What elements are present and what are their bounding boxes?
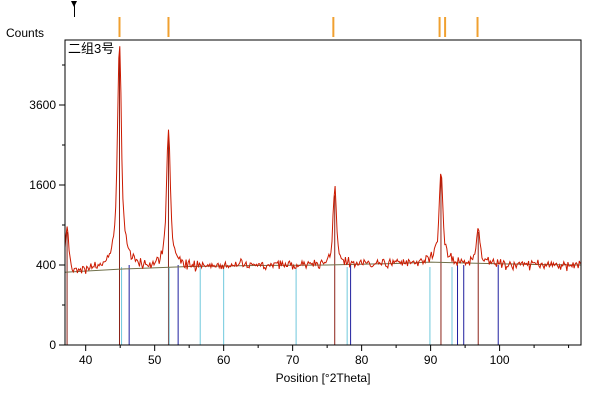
x-axis-title: Position [°2Theta] <box>275 371 371 385</box>
x-tick-label: 100 <box>490 353 510 367</box>
x-tick-label: 50 <box>148 353 162 367</box>
y-tick-label: 3600 <box>29 98 56 112</box>
y-tick-label: 0 <box>49 338 56 352</box>
scan-name-label: 二组3号 <box>67 41 118 58</box>
plot-frame <box>64 39 582 346</box>
cursor-line <box>74 1 75 17</box>
x-tick-label: 90 <box>424 353 438 367</box>
measured-trace <box>64 46 581 274</box>
y-tick-label: 400 <box>36 258 56 272</box>
x-tick-label: 60 <box>217 353 231 367</box>
x-tick-label: 40 <box>79 353 93 367</box>
x-tick-label: 80 <box>355 353 369 367</box>
y-axis-title: Counts <box>6 26 45 40</box>
x-tick-label: 70 <box>286 353 300 367</box>
plot-area[interactable] <box>65 40 581 345</box>
y-tick-label: 1600 <box>29 178 56 192</box>
cursor-marker[interactable] <box>71 1 78 17</box>
